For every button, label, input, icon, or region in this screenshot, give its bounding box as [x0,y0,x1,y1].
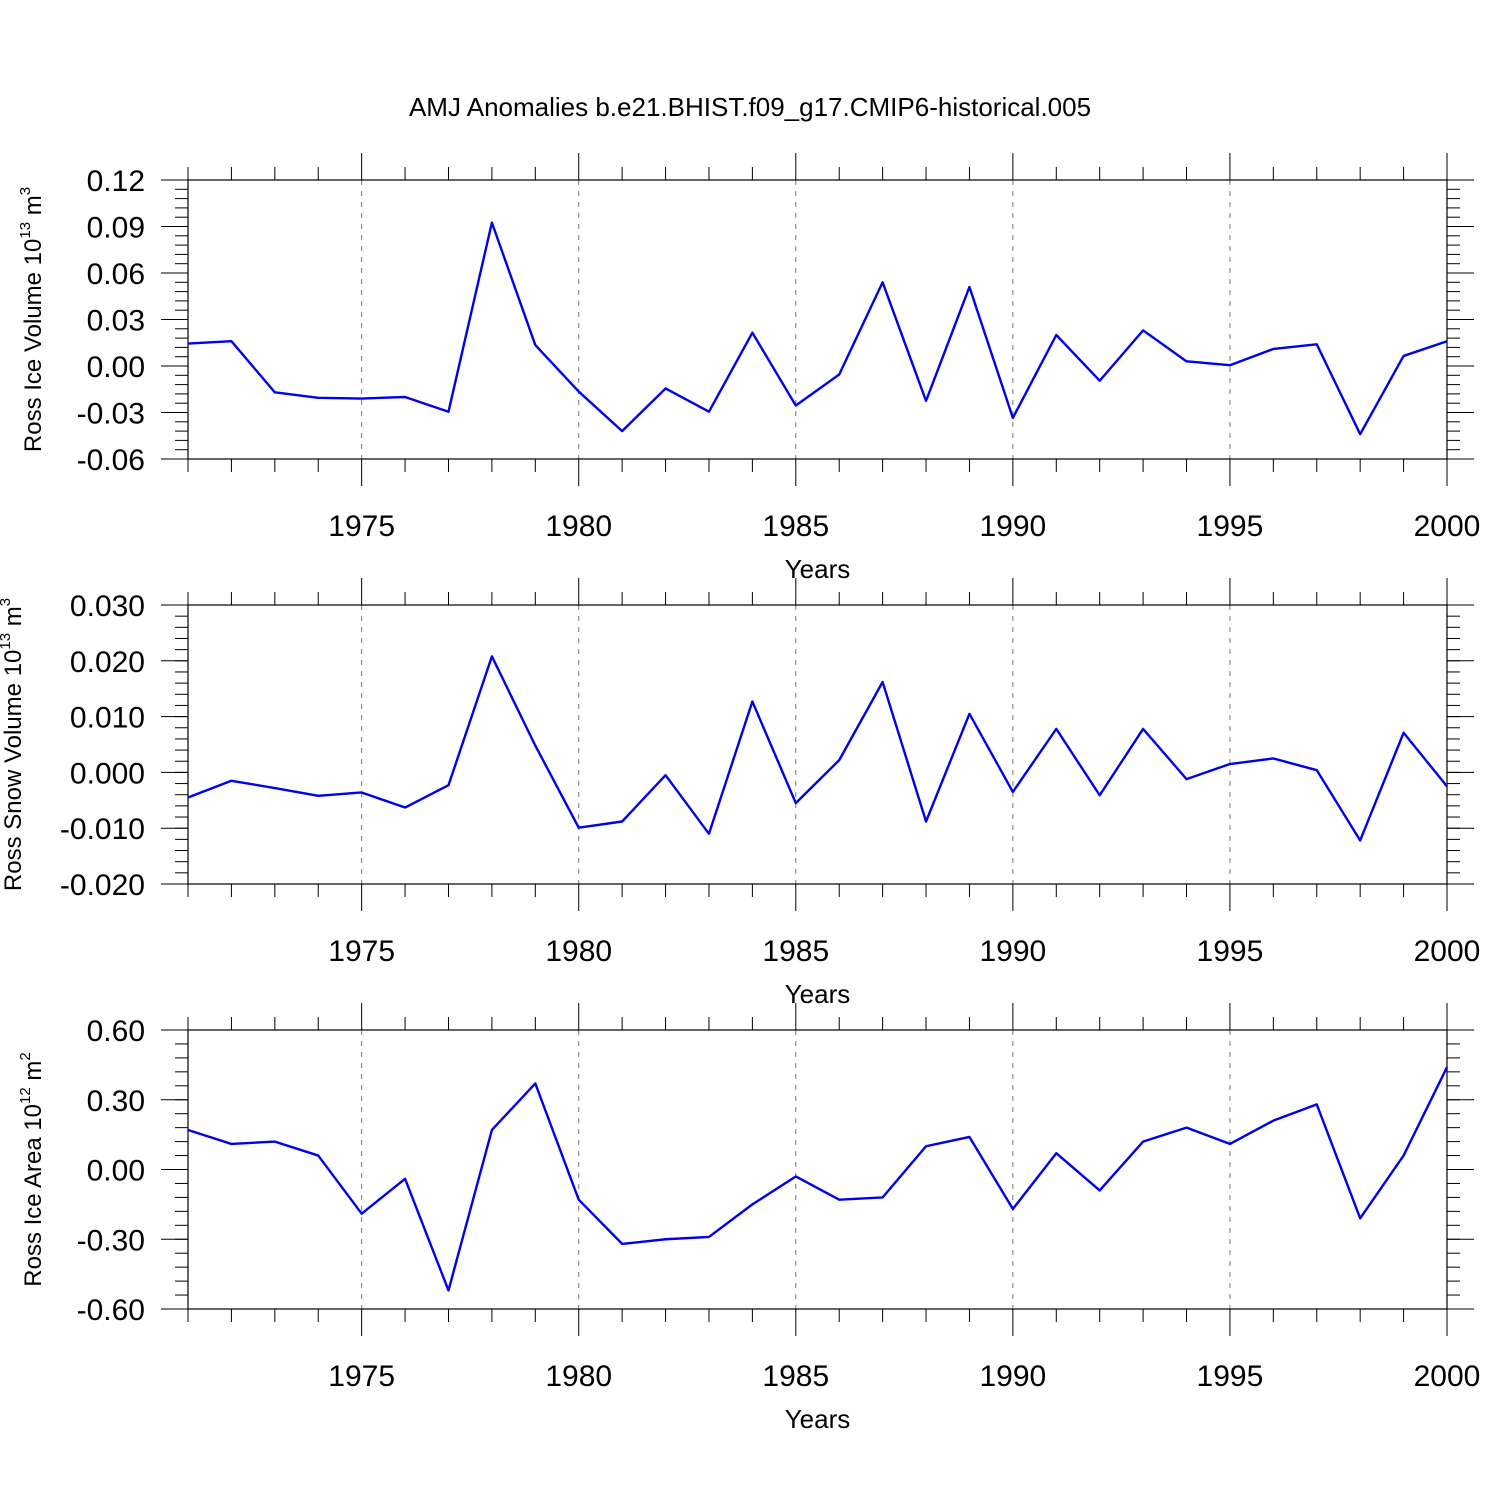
y-tick-label: -0.010 [60,813,145,846]
x-tick-label: 1990 [979,1360,1046,1393]
x-tick-label: 1985 [762,935,829,968]
x-tick-label: 2000 [1414,1360,1481,1393]
x-tick-label: 1975 [328,1360,395,1393]
x-tick-label: 1995 [1197,935,1264,968]
x-tick-label: 1990 [979,935,1046,968]
x-tick-label: 1985 [762,510,829,543]
figure-title: AMJ Anomalies b.e21.BHIST.f09_g17.CMIP6-… [409,92,1091,122]
chart-panel-1: -0.06 -0.03 0.00 0.03 0.06 0.09 0.12 1975 1980 19… [17,153,1480,584]
y-axis-label: Ross Snow Volume 1013 m3 [0,598,27,891]
x-tick-label: 1975 [328,935,395,968]
y-tick-label: 0.09 [87,212,145,245]
series-line [187,655,1448,842]
y-tick-label: -0.30 [77,1224,145,1257]
y-tick-label: 0.000 [70,757,145,790]
x-tick-label: 1980 [545,1360,612,1393]
plot-frame [187,1029,1448,1310]
y-tick-label: -0.60 [77,1294,145,1327]
x-tick-label: 2000 [1414,935,1481,968]
x-tick-label: 1985 [762,1360,829,1393]
x-tick-label: 2000 [1414,510,1481,543]
y-tick-label: 0.030 [70,590,145,623]
x-axis-label: Years [785,554,851,584]
series-line [187,1066,1449,1292]
x-tick-label: 1980 [545,510,612,543]
series-line [187,221,1448,436]
y-tick-label: 0.00 [87,1155,145,1188]
x-tick-label: 1995 [1197,510,1264,543]
y-tick-label: 0.03 [87,305,145,338]
plot-frame [187,179,1448,460]
x-tick-label: 1975 [328,510,395,543]
y-tick-label: -0.06 [77,444,145,477]
chart-panel-2: -0.020 -0.010 0.000 0.010 0.020 0.030 1975 1980… [0,578,1480,1009]
x-tick-label: 1990 [979,510,1046,543]
y-tick-label: 0.00 [87,351,145,384]
chart-panel-3: -0.60 -0.30 0.00 0.30 0.60 1975 1980 1985 1990 19… [17,1003,1480,1434]
y-tick-label: -0.03 [77,398,145,431]
y-tick-label: 0.06 [87,258,145,291]
y-tick-label: -0.020 [60,869,145,902]
x-axis-label: Years [785,979,851,1009]
plot-frame [187,604,1448,885]
y-tick-label: 0.60 [87,1015,145,1048]
y-axis-label: Ross Ice Volume 1013 m3 [17,187,47,452]
y-axis-label: Ross Ice Area 1012 m2 [17,1052,47,1286]
y-tick-label: 0.12 [87,165,145,198]
y-tick-label: 0.30 [87,1085,145,1118]
x-tick-label: 1995 [1197,1360,1264,1393]
x-tick-label: 1980 [545,935,612,968]
x-axis-label: Years [785,1404,851,1434]
y-tick-label: 0.020 [70,646,145,679]
y-tick-label: 0.010 [70,702,145,735]
